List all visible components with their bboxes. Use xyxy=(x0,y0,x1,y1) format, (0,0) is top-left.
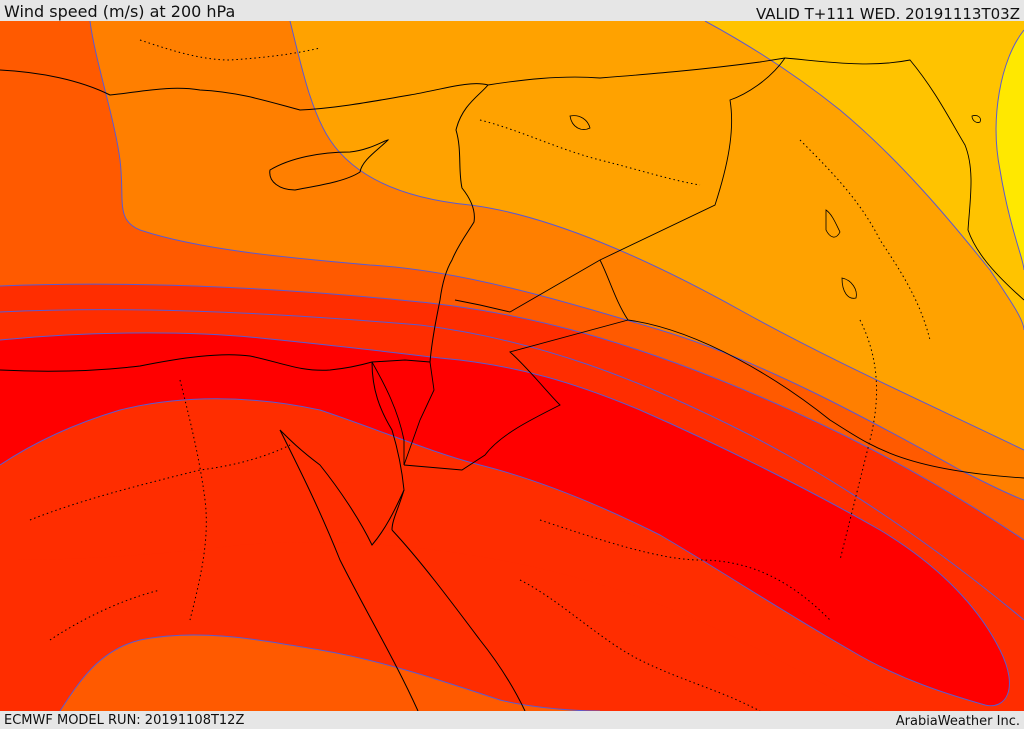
red-sea-west-coast xyxy=(279,429,419,711)
coastline-turkey xyxy=(0,69,489,111)
credit-label: ArabiaWeather Inc. xyxy=(895,714,1020,729)
province-border xyxy=(519,579,761,711)
lake xyxy=(971,115,981,123)
wind-speed-map[interactable] xyxy=(0,21,1024,711)
contour-line xyxy=(995,29,1024,271)
wind-band-7-main xyxy=(0,332,1010,706)
province-border xyxy=(799,139,931,341)
border-egypt-israel xyxy=(371,361,405,465)
contour-line xyxy=(89,21,1024,501)
border-syria-iraq xyxy=(509,57,786,313)
border-iran-iraq xyxy=(784,57,1024,301)
lake xyxy=(825,209,841,238)
contour-line xyxy=(704,21,1024,331)
coastline-levant xyxy=(429,84,489,363)
province-borders xyxy=(29,39,931,711)
contour-line xyxy=(59,634,601,711)
border-syria-turkey xyxy=(487,57,786,86)
province-border xyxy=(479,119,701,186)
valid-time-label: VALID T+111 WED. 20191113T03Z xyxy=(755,5,1020,23)
border-jordan xyxy=(403,259,629,471)
header-bar: Wind speed (m/s) at 200 hPa VALID T+111 … xyxy=(0,0,1024,23)
contour-line xyxy=(289,21,1024,451)
lakes xyxy=(569,115,981,299)
border-saudi-iraq xyxy=(627,319,1024,479)
gulf-of-suez xyxy=(279,361,405,546)
cyprus xyxy=(269,139,390,191)
province-border xyxy=(49,589,161,641)
contour-line xyxy=(0,283,1024,541)
red-sea-east-coast xyxy=(391,529,526,711)
map-title: Wind speed (m/s) at 200 hPa xyxy=(4,2,236,21)
contour-line xyxy=(0,309,1024,621)
coastlines xyxy=(0,69,526,711)
province-border xyxy=(179,379,207,621)
model-run-label: ECMWF MODEL RUN: 20191108T12Z xyxy=(4,713,245,728)
national-borders xyxy=(371,57,1024,479)
lake xyxy=(569,115,591,130)
contour-line xyxy=(0,332,1010,707)
wind-band-5-south xyxy=(60,634,600,711)
wind-contours xyxy=(0,21,1024,711)
lake xyxy=(841,277,857,299)
coastline-med-south xyxy=(0,354,431,372)
border-israel-jordan xyxy=(403,361,435,466)
gulf-of-aqaba xyxy=(391,489,405,531)
footer-bar: ECMWF MODEL RUN: 20191108T12Z ArabiaWeat… xyxy=(0,711,1024,729)
province-border xyxy=(139,39,321,61)
